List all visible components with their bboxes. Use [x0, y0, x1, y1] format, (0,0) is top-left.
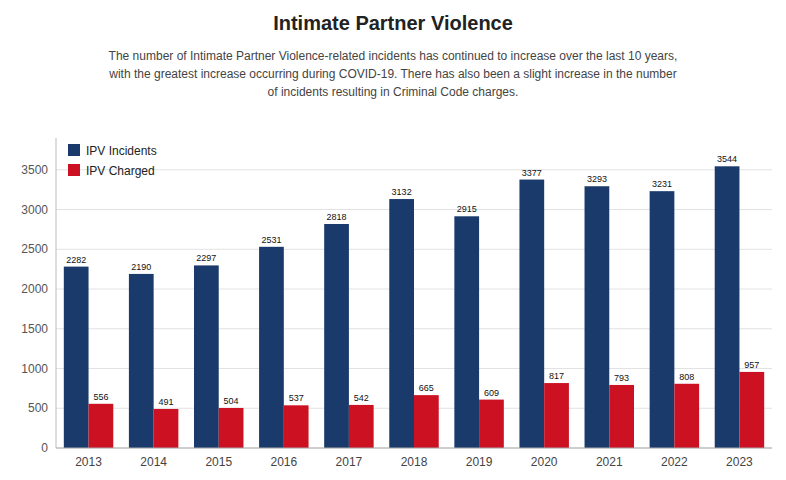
- x-tick-label: 2015: [205, 455, 232, 469]
- subtitle: of incidents resulting in Criminal Code …: [268, 85, 519, 99]
- chart-container: Intimate Partner Violence The number of I…: [0, 0, 786, 480]
- legend-label: IPV Incidents: [86, 144, 157, 158]
- y-tick-label: 2500: [21, 242, 48, 256]
- bar: [349, 405, 374, 448]
- x-tick-label: 2016: [270, 455, 297, 469]
- data-label: 2190: [131, 262, 151, 272]
- chart-svg: Intimate Partner Violence The number of I…: [0, 0, 786, 480]
- data-label: 491: [158, 397, 173, 407]
- bar: [454, 216, 479, 448]
- data-label: 609: [484, 388, 499, 398]
- x-tick-label: 2017: [336, 455, 363, 469]
- bar: [324, 224, 349, 448]
- x-tick-label: 2021: [596, 455, 623, 469]
- bar: [194, 265, 219, 448]
- grid-line: [56, 169, 772, 170]
- subtitle: with the greatest increase occurring dur…: [108, 67, 676, 81]
- title: Intimate Partner Violence: [273, 12, 513, 34]
- bar: [544, 383, 569, 448]
- bar: [479, 400, 504, 448]
- legend: IPV Incidents IPV Charged: [68, 144, 157, 178]
- data-label: 957: [744, 360, 759, 370]
- legend-swatch: [68, 144, 80, 156]
- x-tick-label: 2020: [531, 455, 558, 469]
- subtitle: The number of Intimate Partner Violence-…: [109, 49, 678, 63]
- data-label: 3132: [392, 187, 412, 197]
- data-label: 556: [93, 392, 108, 402]
- bar: [674, 384, 699, 448]
- bar: [389, 199, 414, 448]
- x-tick-label: 2019: [466, 455, 493, 469]
- data-label: 542: [354, 393, 369, 403]
- data-label: 2282: [66, 255, 86, 265]
- y-tick-label: 0: [41, 441, 48, 455]
- bar: [585, 186, 610, 448]
- bar: [64, 267, 89, 448]
- data-label: 665: [419, 383, 434, 393]
- bar: [89, 404, 114, 448]
- bar: [259, 247, 284, 448]
- x-tick-label: 2023: [726, 455, 753, 469]
- grid: [56, 170, 772, 448]
- data-label: 2531: [261, 235, 281, 245]
- bar: [219, 408, 244, 448]
- bar: [519, 180, 544, 448]
- bar: [609, 385, 634, 448]
- y-tick-label: 1500: [21, 322, 48, 336]
- data-label: 2297: [196, 253, 216, 263]
- grid-line: [56, 448, 772, 449]
- data-label: 3231: [652, 179, 672, 189]
- x-tick-label: 2018: [401, 455, 428, 469]
- data-label: 504: [224, 396, 239, 406]
- bar: [154, 409, 179, 448]
- y-tick-label: 3000: [21, 203, 48, 217]
- data-label: 2818: [327, 212, 347, 222]
- data-label: 537: [289, 393, 304, 403]
- data-label: 793: [614, 373, 629, 383]
- data-label: 817: [549, 371, 564, 381]
- data-label: 3544: [717, 154, 737, 164]
- data-label: 808: [679, 372, 694, 382]
- bar: [650, 191, 675, 448]
- legend-swatch: [68, 164, 80, 176]
- bar: [414, 395, 439, 448]
- data-label: 2915: [457, 204, 477, 214]
- bar: [284, 405, 309, 448]
- bar: [715, 166, 740, 448]
- legend-label: IPV Charged: [86, 164, 155, 178]
- data-label: 3293: [587, 174, 607, 184]
- data-labels: 2282 2190 2297 2531 2818 3132 2915 3377 3293 3231…: [66, 154, 759, 407]
- y-tick-label: 500: [28, 401, 48, 415]
- bars: [64, 166, 764, 448]
- y-tick-label: 1000: [21, 362, 48, 376]
- x-axis-line: [56, 448, 772, 449]
- y-tick-label: 3500: [21, 163, 48, 177]
- y-axis-line: [56, 138, 57, 448]
- x-tick-label: 2013: [75, 455, 102, 469]
- y-tick-label: 2000: [21, 282, 48, 296]
- data-label: 3377: [522, 168, 542, 178]
- x-tick-label: 2014: [140, 455, 167, 469]
- bar: [739, 372, 764, 448]
- x-tick-label: 2022: [661, 455, 688, 469]
- bar: [129, 274, 154, 448]
